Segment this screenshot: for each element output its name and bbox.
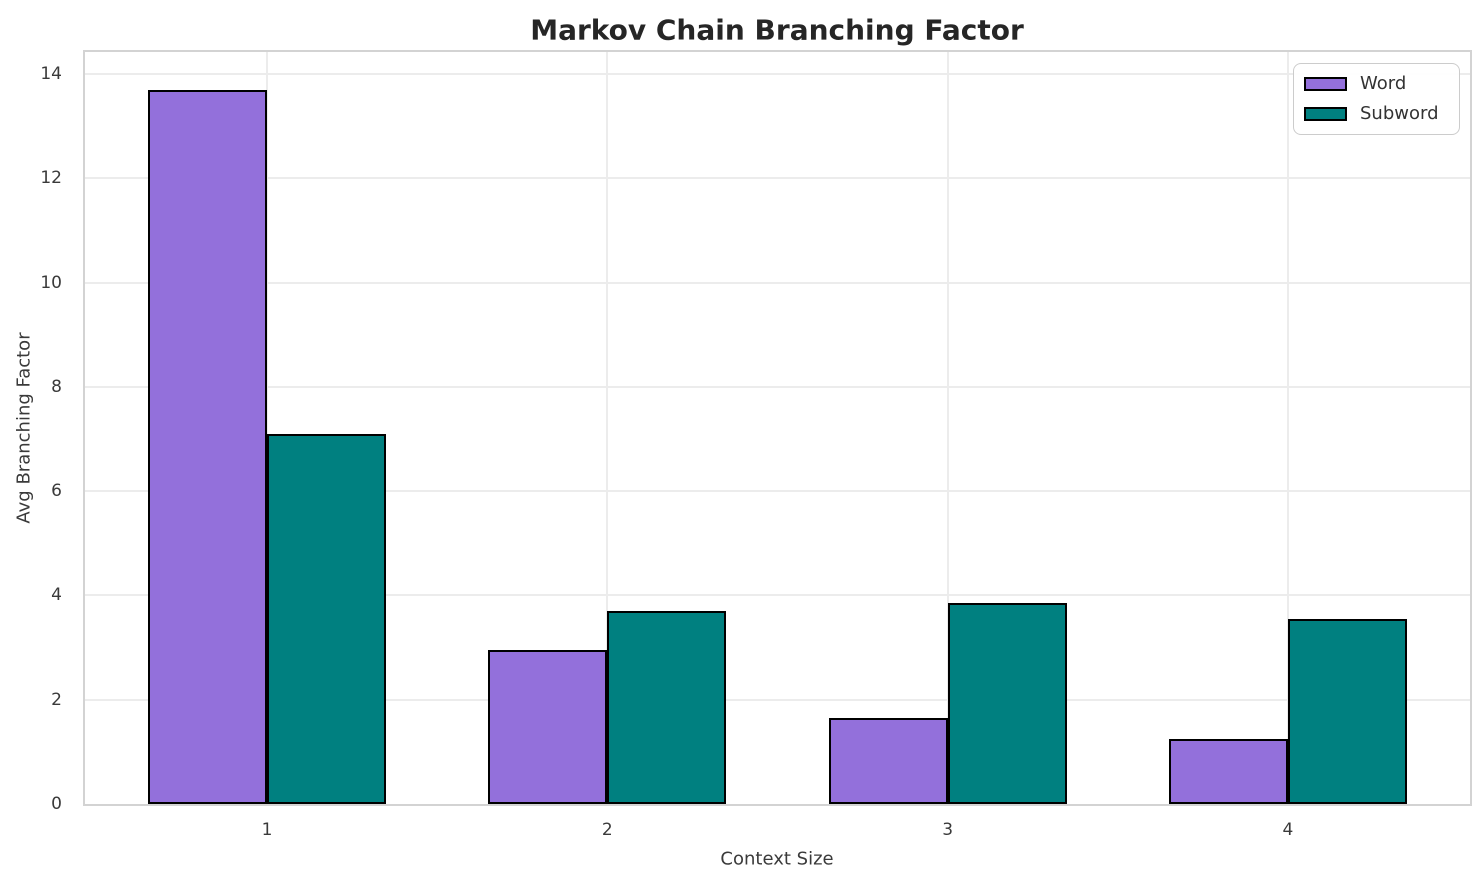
gridline-y-14: [85, 72, 1470, 75]
legend: Word Subword: [1293, 63, 1460, 135]
y-tick-label-14: 14: [40, 63, 62, 84]
legend-item-word: Word: [1304, 73, 1449, 95]
bar-word-2: [488, 650, 608, 804]
gridline-y-2: [85, 698, 1470, 701]
bar-word-1: [147, 89, 268, 804]
y-tick-label-4: 4: [51, 585, 62, 606]
legend-swatch-subword: [1304, 107, 1347, 121]
y-tick-label-10: 10: [40, 272, 62, 293]
y-tick-label-0: 0: [51, 794, 62, 814]
legend-label-word: Word: [1360, 73, 1407, 94]
chart-title: Markov Chain Branching Factor: [530, 13, 1024, 47]
legend-swatch-word: [1304, 77, 1347, 91]
legend-label-subword: Subword: [1360, 103, 1439, 124]
y-tick-label-2: 2: [51, 689, 62, 710]
gridline-y-6: [85, 490, 1470, 493]
bar-subword-2: [607, 611, 727, 804]
bar-subword-1: [267, 433, 387, 804]
plot-area: [83, 50, 1472, 806]
x-tick-label-4: 4: [1282, 820, 1294, 840]
gridline-y-4: [85, 594, 1470, 597]
bar-word-4: [1168, 738, 1288, 804]
gridline-y-8: [85, 385, 1470, 388]
gridline-x-1: [266, 52, 269, 804]
x-tick-label-1: 1: [261, 820, 273, 840]
y-tick-label-12: 12: [40, 168, 62, 189]
y-tick-label-8: 8: [51, 376, 62, 397]
gridline-x-4: [1286, 52, 1289, 804]
bar-subword-4: [1287, 618, 1408, 804]
bar-word-3: [828, 717, 948, 804]
x-tick-label-3: 3: [942, 820, 954, 840]
x-axis-label: Context Size: [720, 848, 834, 870]
y-tick-label-6: 6: [51, 481, 62, 502]
gridline-x-3: [946, 52, 949, 804]
gridline-y-10: [85, 281, 1470, 284]
legend-item-subword: Subword: [1304, 103, 1449, 125]
x-tick-label-2: 2: [601, 820, 613, 840]
gridline-x-2: [606, 52, 609, 804]
gridline-y-12: [85, 177, 1470, 180]
bar-subword-3: [947, 603, 1067, 804]
